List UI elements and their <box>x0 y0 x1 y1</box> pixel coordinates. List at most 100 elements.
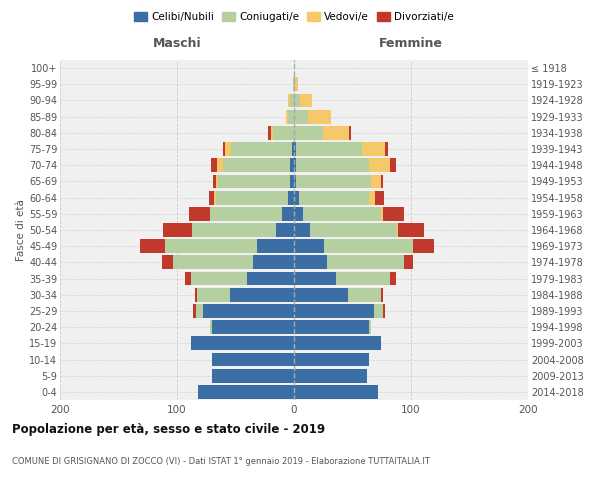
Bar <box>294 352 369 366</box>
Bar <box>380 288 383 302</box>
Bar <box>185 272 191 285</box>
Bar <box>214 190 215 204</box>
Bar <box>163 223 192 237</box>
Bar <box>294 190 299 204</box>
Bar <box>210 207 283 220</box>
Bar <box>215 190 288 204</box>
Text: Maschi: Maschi <box>152 38 202 51</box>
Bar <box>294 288 348 302</box>
Bar <box>231 142 292 156</box>
Bar <box>210 320 212 334</box>
Bar <box>294 174 296 188</box>
Bar <box>294 320 369 334</box>
Bar <box>191 272 247 285</box>
Bar <box>294 78 295 91</box>
Bar <box>196 304 203 318</box>
Bar <box>215 174 218 188</box>
Bar <box>299 190 369 204</box>
Bar <box>397 223 398 237</box>
Bar <box>230 288 294 302</box>
Bar <box>223 142 225 156</box>
Bar <box>203 304 294 318</box>
Bar <box>404 256 413 270</box>
Bar <box>369 190 375 204</box>
Bar <box>194 288 197 302</box>
Bar <box>336 272 390 285</box>
Text: Popolazione per età, sesso e stato civile - 2019: Popolazione per età, sesso e stato civil… <box>12 422 325 436</box>
Bar <box>223 158 290 172</box>
Bar <box>292 142 294 156</box>
Bar <box>197 288 230 302</box>
Bar <box>225 142 231 156</box>
Bar <box>371 174 380 188</box>
Bar <box>300 94 311 108</box>
Bar <box>369 320 371 334</box>
Bar <box>288 94 290 108</box>
Bar <box>385 142 388 156</box>
Bar <box>296 158 369 172</box>
Bar <box>413 240 434 253</box>
Bar <box>166 240 257 253</box>
Bar <box>349 126 352 140</box>
Legend: Celibi/Nubili, Coniugati/e, Vedovi/e, Divorziati/e: Celibi/Nubili, Coniugati/e, Vedovi/e, Di… <box>130 8 458 26</box>
Bar <box>362 142 385 156</box>
Bar <box>296 174 371 188</box>
Bar <box>188 207 210 220</box>
Bar <box>253 256 294 270</box>
Bar <box>294 142 296 156</box>
Bar <box>369 158 390 172</box>
Bar <box>290 94 294 108</box>
Bar <box>283 207 294 220</box>
Bar <box>193 304 196 318</box>
Bar <box>294 304 374 318</box>
Bar <box>383 304 385 318</box>
Text: Femmine: Femmine <box>379 38 443 51</box>
Bar <box>398 223 424 237</box>
Bar <box>380 174 383 188</box>
Bar <box>273 126 294 140</box>
Bar <box>192 223 277 237</box>
Bar <box>383 207 404 220</box>
Bar <box>325 240 413 253</box>
Bar <box>212 352 294 366</box>
Bar <box>247 272 294 285</box>
Bar <box>173 256 253 270</box>
Bar <box>293 78 294 91</box>
Bar <box>213 174 215 188</box>
Bar <box>380 207 383 220</box>
Bar <box>374 304 383 318</box>
Bar <box>390 272 396 285</box>
Bar <box>198 385 294 399</box>
Bar <box>294 158 296 172</box>
Bar <box>290 158 294 172</box>
Bar <box>296 142 362 156</box>
Bar <box>294 94 300 108</box>
Bar <box>295 78 298 91</box>
Bar <box>294 240 325 253</box>
Bar <box>294 126 323 140</box>
Text: COMUNE DI GRISIGNANO DI ZOCCO (VI) - Dati ISTAT 1° gennaio 2019 - Elaborazione T: COMUNE DI GRISIGNANO DI ZOCCO (VI) - Dat… <box>12 458 430 466</box>
Bar <box>304 207 380 220</box>
Bar <box>294 385 378 399</box>
Bar <box>288 190 294 204</box>
Bar <box>277 223 294 237</box>
Bar <box>162 256 173 270</box>
Bar <box>294 207 304 220</box>
Bar <box>209 190 214 204</box>
Bar <box>268 126 271 140</box>
Bar <box>294 272 336 285</box>
Bar <box>294 256 327 270</box>
Bar <box>212 369 294 382</box>
Bar <box>212 320 294 334</box>
Bar <box>390 158 396 172</box>
Bar <box>348 288 380 302</box>
Bar <box>211 158 217 172</box>
Bar <box>294 369 367 382</box>
Bar <box>375 190 384 204</box>
Bar <box>323 126 349 140</box>
Bar <box>140 240 166 253</box>
Bar <box>217 158 223 172</box>
Bar <box>271 126 273 140</box>
Bar <box>294 336 380 350</box>
Bar <box>191 336 294 350</box>
